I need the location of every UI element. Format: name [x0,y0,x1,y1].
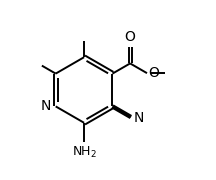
Text: O: O [148,66,159,80]
Text: N: N [41,98,51,112]
Text: NH$_2$: NH$_2$ [71,145,97,160]
Text: O: O [125,30,136,44]
Text: N: N [134,111,144,125]
